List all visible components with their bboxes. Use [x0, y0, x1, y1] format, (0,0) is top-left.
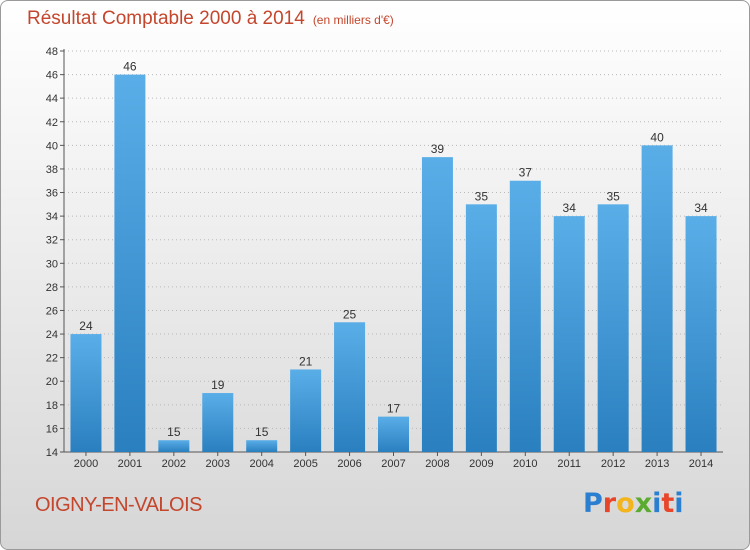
- x-tick-label: 2009: [469, 458, 493, 470]
- x-tick-label: 2000: [74, 458, 98, 470]
- bar: [641, 145, 673, 452]
- bar: [202, 393, 234, 452]
- brand-letter: P: [583, 488, 603, 519]
- x-tick-label: 2003: [206, 458, 230, 470]
- y-tick-label: 34: [46, 211, 58, 223]
- x-tick-label: 2012: [601, 458, 625, 470]
- bar: [378, 416, 409, 452]
- data-label: 37: [519, 166, 533, 180]
- bar: [246, 440, 278, 452]
- y-tick-label: 24: [46, 329, 58, 341]
- town-name: OIGNY-EN-VALOIS: [35, 494, 203, 516]
- y-tick-label: 42: [46, 117, 58, 129]
- data-label: 34: [563, 201, 577, 215]
- data-label: 39: [431, 142, 445, 156]
- bar: [597, 204, 629, 452]
- x-tick-label: 2007: [381, 458, 405, 470]
- bar: [465, 204, 497, 452]
- data-label: 19: [211, 378, 225, 392]
- bars: [70, 74, 717, 453]
- y-tick-label: 44: [46, 93, 58, 105]
- y-tick-label: 18: [46, 400, 58, 412]
- brand-logo: Proxiti: [583, 488, 684, 519]
- x-tick-label: 2005: [293, 458, 317, 470]
- labels: 24 2000 46 2001 15 2002 19 2003 15 2004 21 2005 25 20…: [74, 60, 714, 470]
- y-tick-label: 48: [46, 46, 58, 58]
- y-tick-label: 26: [46, 305, 58, 317]
- x-tick-label: 2010: [513, 458, 537, 470]
- x-tick-label: 2014: [689, 458, 713, 470]
- x-tick-label: 2011: [557, 458, 581, 470]
- y-tick-label: 36: [46, 188, 58, 200]
- data-label: 25: [343, 307, 357, 321]
- y-tick-label: 46: [46, 70, 58, 82]
- chart-title-text: Résultat Comptable 2000 à 2014: [27, 8, 305, 29]
- y-tick-label: 40: [46, 140, 58, 152]
- data-label: 46: [123, 60, 137, 74]
- x-tick-label: 2004: [249, 458, 273, 470]
- brand-letter: t: [661, 488, 675, 519]
- y-tick-label: 32: [46, 235, 58, 247]
- x-tick-label: 2006: [337, 458, 361, 470]
- bar: [421, 157, 453, 452]
- bar: [70, 334, 102, 452]
- bar: [509, 180, 541, 452]
- bar: [685, 216, 717, 452]
- x-tick-label: 2008: [425, 458, 449, 470]
- chart-unit: (en milliers d'€): [312, 13, 394, 27]
- y-tick-label: 16: [46, 423, 58, 435]
- brand-letter: x: [634, 488, 653, 519]
- brand-letter: r: [602, 488, 617, 519]
- y-tick-label: 14: [46, 447, 58, 459]
- axes: 14 16 18 20 22 24 26 28 30 32 34 36 38 40 42 44 46 48: [46, 46, 723, 459]
- bar: [114, 74, 146, 453]
- x-tick-label: 2013: [645, 458, 669, 470]
- y-tick-label: 38: [46, 164, 58, 176]
- bar: [158, 440, 190, 452]
- y-tick-label: 30: [46, 258, 58, 270]
- x-tick-label: 2001: [118, 458, 142, 470]
- data-label: 15: [255, 425, 269, 439]
- data-label: 40: [650, 130, 664, 144]
- bar: [290, 369, 322, 452]
- data-label: 21: [299, 354, 313, 368]
- data-label: 35: [606, 189, 620, 203]
- brand-letter: i: [674, 488, 684, 519]
- data-label: 17: [387, 402, 401, 416]
- data-label: 34: [694, 201, 708, 215]
- data-label: 35: [475, 189, 489, 203]
- brand-letter: o: [616, 488, 635, 519]
- x-tick-label: 2002: [162, 458, 186, 470]
- chart-title: Résultat Comptable 2000 à 2014 (en millie…: [27, 8, 394, 30]
- bar: [553, 216, 585, 452]
- y-tick-label: 20: [46, 376, 58, 388]
- data-label: 15: [167, 425, 181, 439]
- brand-letter: i: [652, 488, 662, 519]
- bar: [334, 322, 366, 452]
- y-tick-label: 28: [46, 282, 58, 294]
- y-tick-label: 22: [46, 353, 58, 365]
- data-label: 24: [79, 319, 93, 333]
